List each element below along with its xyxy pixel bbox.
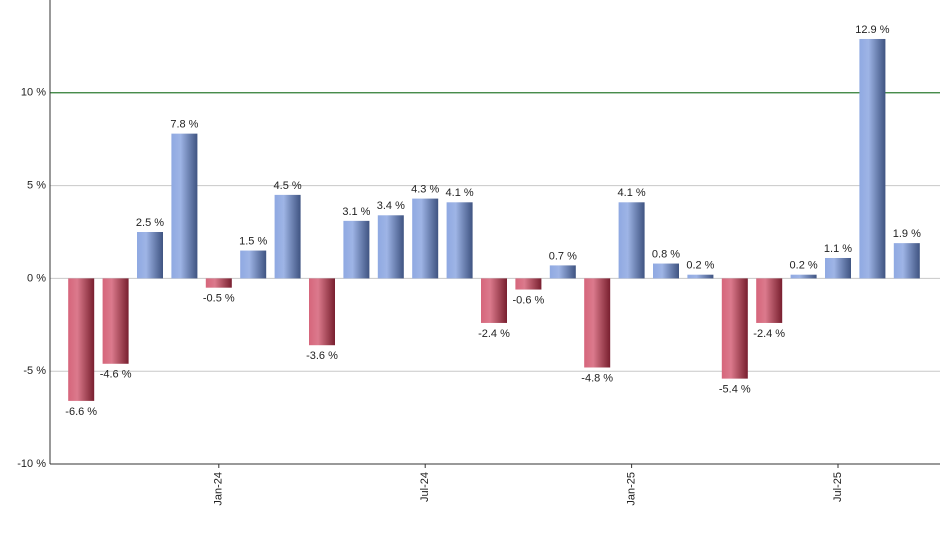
- x-tick-label: Jul-25: [832, 472, 844, 502]
- value-label: -0.5 %: [203, 293, 235, 305]
- value-label: 7.8 %: [170, 119, 198, 131]
- value-label: 4.3 %: [411, 183, 439, 195]
- bar: [309, 278, 335, 346]
- value-label: -0.6 %: [513, 294, 545, 306]
- bar: [653, 263, 679, 279]
- value-label: 0.2 %: [686, 260, 714, 272]
- bar: [171, 133, 198, 279]
- bar: [549, 265, 576, 279]
- value-label: -3.6 %: [306, 350, 338, 362]
- bar: [825, 257, 851, 279]
- bar: [721, 278, 748, 379]
- bar: [377, 215, 404, 279]
- bar: [446, 202, 473, 279]
- value-label: -2.4 %: [753, 328, 785, 340]
- bar: [859, 38, 886, 279]
- bar: [137, 232, 163, 279]
- x-tick-label: Jul-24: [419, 472, 431, 502]
- bar: [68, 278, 95, 401]
- bar: [515, 278, 542, 290]
- bar: [790, 274, 817, 279]
- x-tick-label: Jan-24: [213, 472, 225, 506]
- value-label: 0.8 %: [652, 248, 680, 260]
- value-label: 4.1 %: [446, 187, 474, 199]
- bar: [481, 278, 507, 323]
- bar: [343, 220, 370, 279]
- bar: [205, 278, 232, 288]
- value-label: 4.5 %: [274, 180, 302, 192]
- value-label: 1.5 %: [239, 235, 267, 247]
- value-label: -4.6 %: [100, 369, 132, 381]
- value-label: 0.2 %: [790, 260, 818, 272]
- value-label: 3.4 %: [377, 200, 405, 212]
- value-label: 1.1 %: [824, 243, 852, 255]
- value-label: -4.8 %: [581, 372, 613, 384]
- value-label: 1.9 %: [893, 228, 921, 240]
- y-tick-label: 5 %: [27, 180, 46, 192]
- y-tick-label: 10 %: [21, 87, 46, 99]
- y-tick-label: 0 %: [27, 272, 46, 284]
- value-label: 4.1 %: [618, 187, 646, 199]
- x-tick-label: Jan-25: [626, 472, 638, 506]
- value-label: 3.1 %: [342, 206, 370, 218]
- value-label: -5.4 %: [719, 384, 751, 396]
- bar: [756, 278, 783, 323]
- y-tick-label: -5 %: [23, 365, 46, 377]
- bar: [584, 278, 611, 368]
- value-label: 0.7 %: [549, 250, 577, 262]
- bar: [893, 243, 920, 279]
- value-label: 2.5 %: [136, 217, 164, 229]
- y-tick-label: -10 %: [17, 458, 46, 470]
- bar: [274, 194, 301, 279]
- value-label: 12.9 %: [855, 24, 889, 36]
- bar: [412, 198, 439, 279]
- value-label: -2.4 %: [478, 328, 510, 340]
- bar: [102, 278, 129, 364]
- bar: [240, 250, 267, 279]
- bar: [687, 274, 714, 279]
- bar: [618, 202, 645, 279]
- value-label: -6.6 %: [65, 406, 97, 418]
